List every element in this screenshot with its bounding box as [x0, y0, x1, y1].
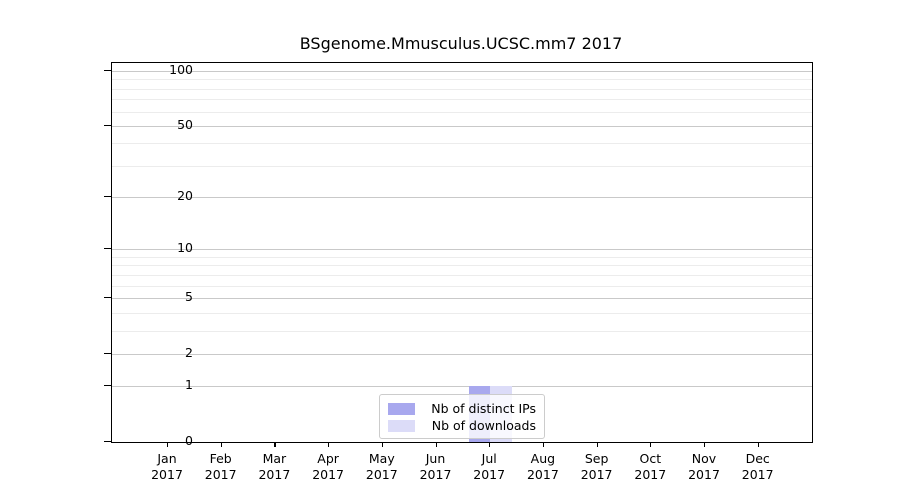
y-tick-mark-5 [104, 296, 111, 299]
x-tick-label-jan: Jan 2017 [151, 451, 183, 483]
y-tick-label-20: 20 [177, 188, 193, 204]
x-tick-label-feb: Feb 2017 [204, 451, 237, 483]
legend-item-downloads: Nb of downloads [388, 417, 536, 434]
x-tick-mark-apr [328, 442, 330, 447]
gridline-major-50 [112, 125, 812, 127]
x-tick-mark-feb [220, 442, 222, 447]
x-tick-label-sep: Sep 2017 [580, 451, 613, 483]
y-tick-mark-1 [104, 385, 111, 387]
y-tick-label-1: 1 [185, 377, 193, 393]
x-tick-mark-oct [650, 442, 652, 447]
plot-area: Nb of distinct IPs Nb of downloads [111, 62, 813, 443]
gridline-major-20 [112, 197, 812, 199]
x-tick-label-oct: Oct 2017 [634, 451, 667, 483]
x-tick-label-jun: Jun 2017 [419, 451, 452, 483]
gridline-minor-3 [112, 330, 812, 332]
x-tick-label-aug: Aug 2017 [526, 451, 559, 483]
gridline-minor-4 [112, 312, 812, 314]
legend-swatch-distinct-ips-icon [388, 402, 415, 415]
x-tick-label-mar: Mar 2017 [258, 451, 291, 483]
y-tick-label-2: 2 [185, 344, 193, 360]
x-tick-mark-sep [596, 442, 598, 447]
gridline-minor-70 [112, 99, 812, 101]
gridline-minor-7 [112, 274, 812, 276]
x-tick-mark-aug [542, 442, 545, 447]
legend-swatch-downloads-icon [388, 419, 415, 432]
gridline-major-10 [112, 249, 812, 251]
y-tick-label-0: 0 [185, 433, 193, 448]
gridline-minor-60 [112, 111, 812, 113]
x-tick-mark-jun [435, 442, 437, 447]
x-tick-label-nov: Nov 2017 [688, 451, 720, 483]
y-tick-mark-2 [104, 352, 111, 354]
y-tick-label-5: 5 [185, 288, 193, 304]
y-tick-label-50: 50 [177, 116, 193, 132]
gridline-minor-30 [112, 165, 812, 167]
legend-item-distinct-ips: Nb of distinct IPs [388, 400, 536, 417]
gridline-major-5 [112, 297, 812, 299]
legend-label-distinct-ips: Nb of distinct IPs [431, 401, 536, 416]
chart-title: BSgenome.Mmusculus.UCSC.mm7 2017 [299, 34, 623, 53]
y-tick-label-100: 100 [169, 62, 193, 77]
x-tick-label-dec: Dec 2017 [741, 451, 774, 483]
y-tick-mark-50 [104, 124, 111, 127]
gridline-minor-80 [112, 88, 812, 90]
gridline-minor-8 [112, 265, 812, 267]
y-tick-label-10: 10 [177, 240, 193, 256]
y-tick-mark-10 [104, 248, 111, 250]
y-tick-mark-20 [104, 196, 111, 198]
gridline-minor-6 [112, 285, 812, 287]
gridline-minor-9 [112, 256, 812, 258]
legend-label-downloads: Nb of downloads [431, 418, 536, 433]
y-tick-mark-100 [104, 70, 111, 72]
x-tick-label-jul: Jul 2017 [473, 451, 506, 483]
x-tick-mark-jul [489, 442, 491, 447]
gridline-major-1 [112, 386, 812, 388]
x-tick-label-may: May 2017 [365, 451, 398, 483]
legend: Nb of distinct IPs Nb of downloads [379, 394, 545, 439]
x-tick-mark-may [381, 442, 383, 447]
gridline-minor-40 [112, 143, 812, 145]
y-tick-mark-0 [104, 441, 111, 443]
gridline-minor-90 [112, 79, 812, 81]
x-tick-label-apr: Apr 2017 [312, 451, 344, 483]
gridline-major-100 [112, 71, 812, 72]
x-tick-mark-nov [704, 442, 706, 447]
x-tick-mark-dec [757, 442, 759, 447]
x-tick-mark-jan [167, 442, 169, 447]
gridline-major-2 [112, 353, 812, 355]
x-tick-mark-mar [274, 442, 276, 447]
